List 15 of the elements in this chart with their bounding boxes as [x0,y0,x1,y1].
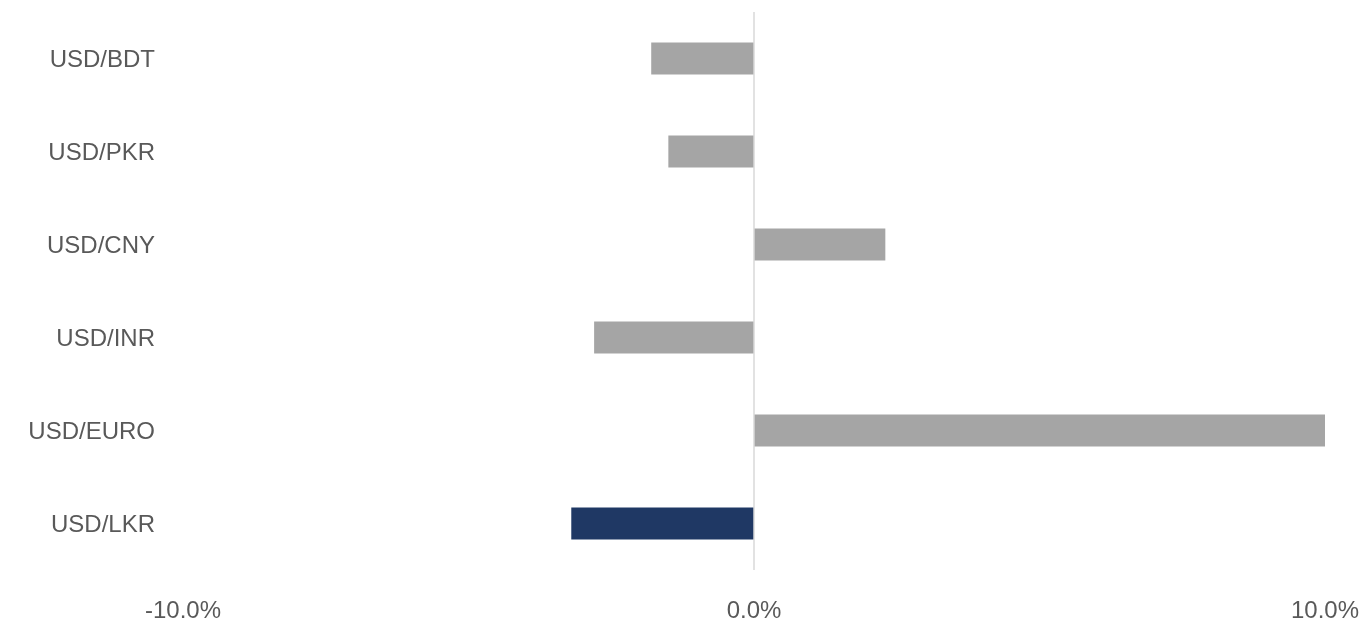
x-tick-label: 0.0% [726,596,782,623]
y-tick-label: USD/EURO [28,416,155,444]
bar [754,228,886,261]
bar [594,321,754,354]
bar [651,42,754,75]
bar [668,135,754,168]
bar [754,414,1325,447]
y-tick-label: USD/INR [56,323,155,351]
y-tick-label: USD/CNY [46,230,155,258]
bar [571,507,754,540]
x-tick-label: -10.0% [144,596,222,623]
y-tick-label: USD/BDT [49,44,156,72]
y-tick-label: USD/LKR [50,509,155,537]
y-tick-label: USD/PKR [48,137,155,165]
x-tick-label: 10.0% [1290,596,1360,623]
